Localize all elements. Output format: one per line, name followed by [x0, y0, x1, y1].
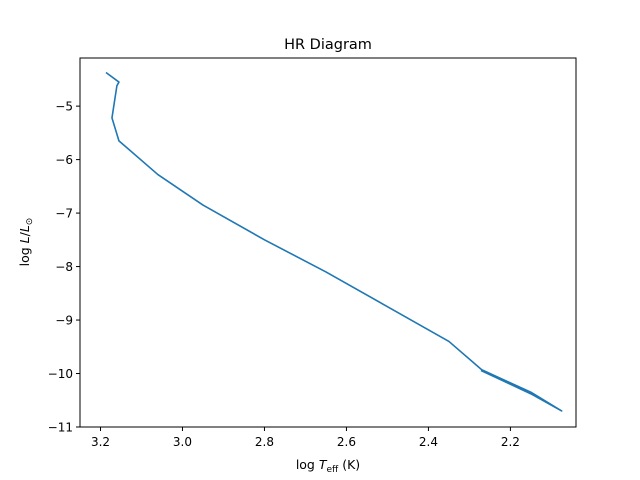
x-axis-label-tail: (K): [338, 457, 360, 472]
y-axis-label-sep: /: [17, 231, 32, 236]
x-axis-label-sub: eff: [326, 465, 339, 475]
x-axis-label-var: T: [319, 457, 328, 472]
y-tick-label: −10: [48, 367, 73, 381]
x-tick-label: 3.0: [173, 435, 192, 449]
y-axis-label-var2: L: [17, 225, 32, 232]
x-tick-label: 2.2: [501, 435, 520, 449]
x-tick-label: 2.6: [337, 435, 356, 449]
y-axis-label: log L/L⊙: [17, 218, 35, 267]
y-tick-label: −5: [55, 100, 73, 114]
x-tick-label: 2.8: [255, 435, 274, 449]
y-axis-label-sub: ⊙: [25, 218, 35, 226]
y-axis-ticks: −5 −6 −7 −8 −9 −10 −11: [48, 100, 80, 435]
y-tick-label: −9: [55, 314, 73, 328]
x-axis-ticks: 3.2 3.0 2.8 2.6 2.4 2.2: [91, 427, 520, 449]
y-tick-label: −8: [55, 260, 73, 274]
x-tick-label: 3.2: [91, 435, 110, 449]
y-tick-label: −11: [48, 421, 73, 435]
y-axis-label-var: L: [17, 236, 32, 243]
chart-title: HR Diagram: [284, 37, 372, 53]
plot-frame: [79, 57, 577, 428]
x-axis-label-main: log: [296, 457, 319, 472]
y-tick-label: −7: [55, 207, 73, 221]
x-axis-label: log Teff (K): [296, 457, 360, 475]
x-tick-label: 2.4: [419, 435, 438, 449]
y-axis-label-main: log: [17, 243, 32, 266]
plot-layer: [105, 71, 563, 412]
y-tick-label: −6: [55, 153, 73, 167]
evolution-track-line: [105, 71, 563, 412]
